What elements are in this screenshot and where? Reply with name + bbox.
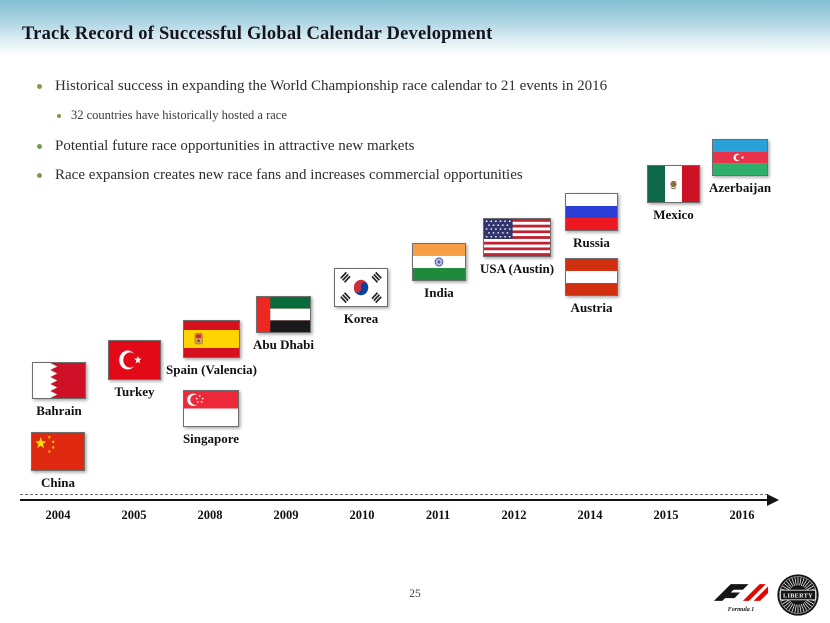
- bullet-dot-icon: [37, 143, 42, 149]
- china-flag-icon: [31, 432, 85, 471]
- usa-flag-icon: [483, 218, 551, 257]
- axis-year-label: 2012: [501, 508, 527, 522]
- axis-year-label: 2014: [577, 508, 603, 522]
- timeline-entry-mexico: Mexico: [647, 165, 700, 222]
- bullet-text: Potential future race opportunities in a…: [55, 137, 415, 154]
- svg-text:LIBERTY: LIBERTY: [783, 593, 813, 599]
- bahrain-flag-icon: [32, 362, 86, 399]
- timeline-entry-china: China: [31, 432, 85, 490]
- axis-year-label: 2008: [197, 508, 223, 522]
- timeline-entry-korea: Korea: [334, 268, 388, 326]
- axis-year-label: 2016: [729, 508, 755, 522]
- timeline-arrowhead-icon: [767, 494, 779, 506]
- spain-flag-icon: [183, 320, 240, 358]
- bullet-text: 32 countries have historically hosted a …: [71, 108, 287, 123]
- bullet-item: Potential future race opportunities in a…: [37, 136, 812, 157]
- turkey-flag-icon: [108, 340, 161, 380]
- country-label: Korea: [343, 311, 379, 326]
- country-label: Abu Dhabi: [252, 337, 315, 352]
- axis-year-label: 2010: [349, 508, 375, 522]
- country-label: Singapore: [182, 431, 240, 446]
- timeline-entry-bahrain: Bahrain: [32, 362, 86, 418]
- country-label: Spain (Valencia): [166, 362, 257, 377]
- page-number: 25: [409, 588, 421, 600]
- country-label: China: [41, 475, 75, 490]
- page-title: Track Record of Successful Global Calend…: [22, 24, 493, 44]
- timeline-entry-austria: Austria: [565, 258, 618, 315]
- f1-mark: [713, 584, 769, 601]
- uae-flag-icon: [256, 296, 311, 333]
- azerbaijan-flag-icon: [712, 139, 768, 176]
- bullet-text: Historical success in expanding the Worl…: [55, 78, 608, 94]
- bullet-dot-icon: [57, 114, 61, 119]
- korea-flag-icon: [334, 268, 388, 307]
- slide-header-band: Track Record of Successful Global Calend…: [0, 0, 830, 56]
- timeline-dashed-line: [20, 494, 768, 495]
- axis-year-label: 2011: [425, 508, 451, 522]
- bullet-item: Historical success in expanding the Worl…: [37, 76, 812, 97]
- timeline-entry-uae: Abu Dhabi: [253, 296, 314, 352]
- country-label: USA (Austin): [479, 261, 555, 276]
- country-label: Azerbaijan: [708, 180, 772, 195]
- axis-year-label: 2009: [273, 508, 299, 522]
- timeline-entry-azerbaijan: Azerbaijan: [709, 139, 771, 195]
- mexico-flag-icon: [647, 165, 700, 203]
- country-label: Austria: [570, 300, 613, 315]
- formula1-logo-icon: Formula 1: [713, 582, 769, 613]
- country-label: Bahrain: [36, 403, 82, 418]
- india-flag-icon: [412, 243, 466, 281]
- country-label: Mexico: [653, 207, 694, 222]
- timeline-entry-turkey: Turkey: [108, 340, 161, 399]
- timeline-entry-russia: Russia: [565, 193, 618, 250]
- liberty-media-logo-icon: LIBERTY: [776, 573, 820, 617]
- singapore-flag-icon: [183, 390, 239, 427]
- timeline-axis: [20, 499, 770, 501]
- axis-year-label: 2004: [45, 508, 71, 522]
- timeline-year-labels: 2004 2005 2008 2009 2010 2011 2012 2014 2015 2016: [20, 508, 780, 523]
- axis-year-label: 2005: [121, 508, 147, 522]
- bullet-dot-icon: [37, 173, 42, 179]
- country-label: India: [424, 285, 454, 300]
- country-label: Turkey: [114, 384, 155, 399]
- austria-flag-icon: [565, 258, 618, 296]
- f1-caption: Formula 1: [727, 607, 755, 613]
- bullet-dot-icon: [37, 84, 42, 89]
- bullet-list: Historical success in expanding the Worl…: [30, 76, 812, 186]
- timeline-entry-india: India: [412, 243, 466, 300]
- russia-flag-icon: [565, 193, 618, 231]
- country-label: Russia: [573, 235, 610, 250]
- axis-year-label: 2015: [653, 508, 679, 522]
- timeline-entry-usa: USA (Austin): [480, 218, 554, 276]
- timeline-entry-spain: Spain (Valencia): [166, 320, 257, 377]
- bullet-item: 32 countries have historically hosted a …: [57, 107, 812, 125]
- bullet-text: Race expansion creates new race fans and…: [55, 167, 523, 184]
- bullet-item: Race expansion creates new race fans and…: [37, 165, 812, 186]
- timeline-entry-singapore: Singapore: [183, 390, 239, 446]
